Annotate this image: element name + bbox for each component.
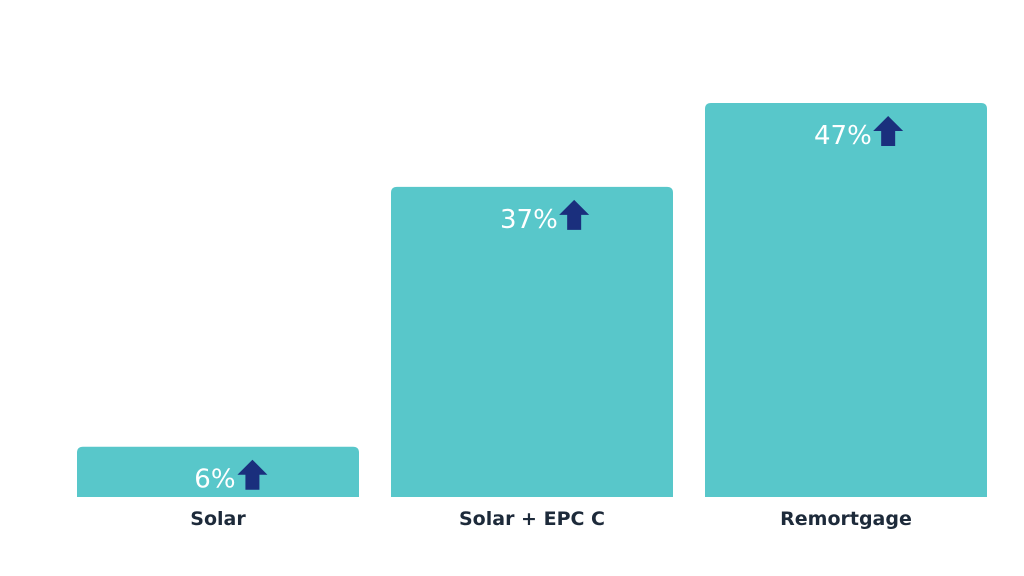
arrow-up-icon <box>237 459 268 490</box>
category-label-solar: Solar <box>190 508 246 530</box>
bar-remortgage <box>705 103 987 497</box>
data-label-solar: 6% <box>194 465 235 495</box>
data-label-solar-epc-c: 37% <box>500 205 558 235</box>
arrow-up-icon <box>559 199 590 230</box>
arrow-up-icon <box>873 116 904 146</box>
bar-solar-epc-c <box>391 186 673 498</box>
bars-layer <box>77 103 987 498</box>
data-labels-layer: 6% 37% 47% <box>194 116 904 495</box>
bar-solar <box>77 446 359 497</box>
category-label-remortgage: Remortgage <box>780 508 912 530</box>
category-labels-layer: Solar Solar + EPC C Remortgage <box>190 508 912 530</box>
category-label-solar-epc-c: Solar + EPC C <box>459 508 605 530</box>
data-label-remortgage: 47% <box>814 121 872 151</box>
